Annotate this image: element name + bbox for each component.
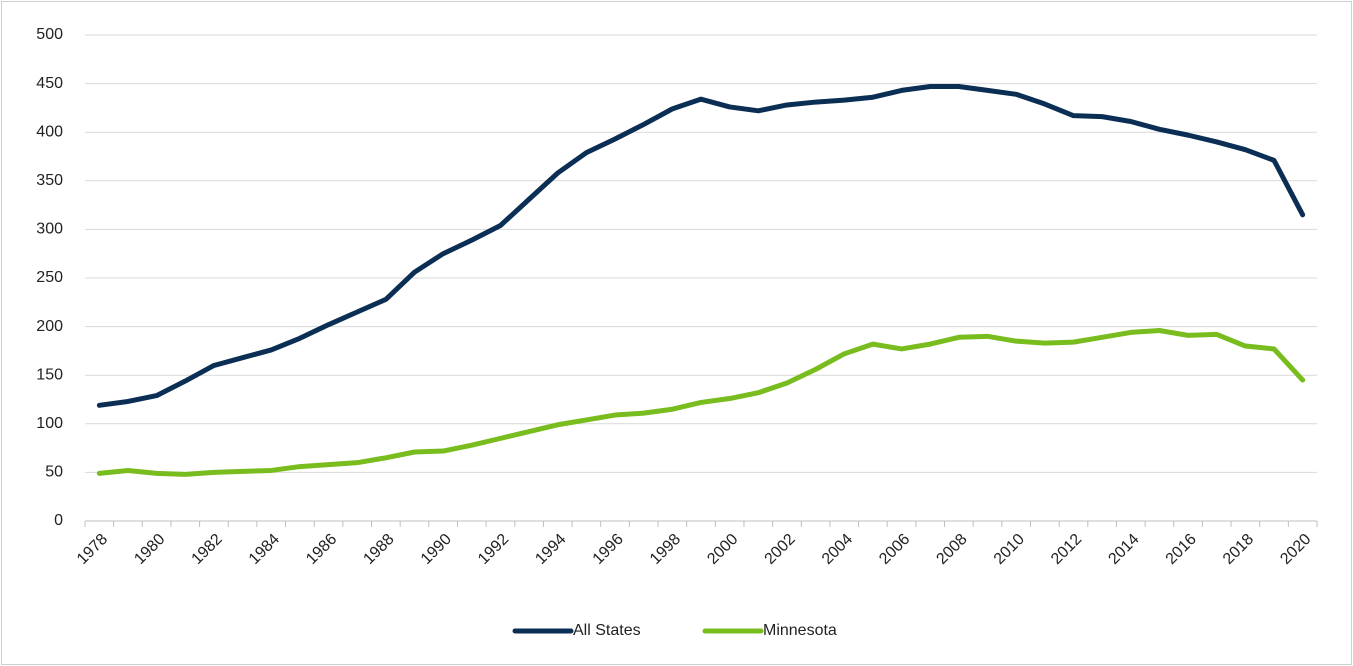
y-tick-label: 0: [54, 512, 63, 529]
y-tick-label: 250: [36, 269, 63, 286]
y-tick-label: 400: [36, 123, 63, 140]
legend-label: All States: [573, 622, 641, 639]
y-tick-label: 50: [45, 464, 63, 481]
y-tick-label: 100: [36, 415, 63, 432]
legend-label: Minnesota: [763, 622, 837, 639]
y-tick-label: 350: [36, 172, 63, 189]
y-tick-label: 450: [36, 75, 63, 92]
y-tick-label: 200: [36, 318, 63, 335]
series-line: [96, 84, 1306, 408]
y-tick-label: 300: [36, 221, 63, 238]
legend-item: All States: [512, 622, 641, 639]
legend-item: Minnesota: [702, 622, 837, 639]
y-tick-label: 150: [36, 366, 63, 383]
series-line: [96, 327, 1306, 477]
y-tick-label: 500: [36, 26, 63, 43]
